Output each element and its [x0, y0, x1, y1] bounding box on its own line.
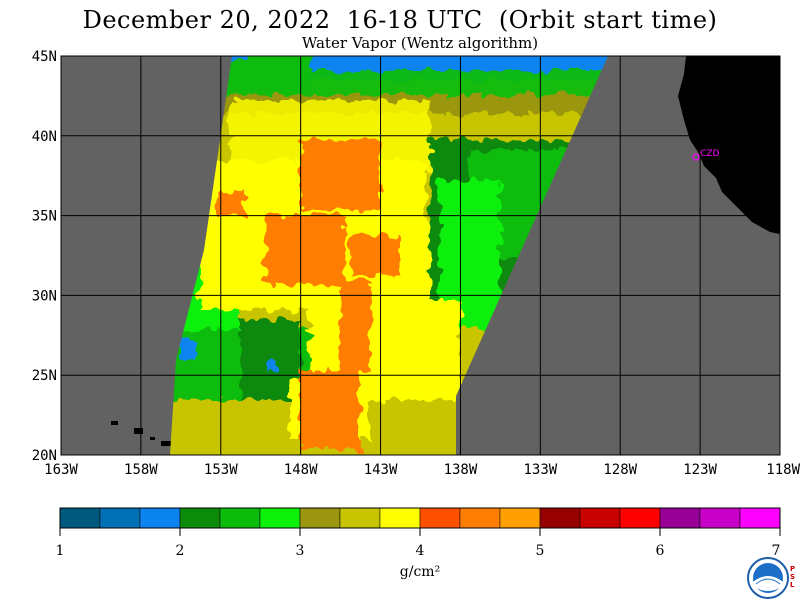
lon-tick-label: 118W	[766, 462, 800, 478]
lon-tick-label: 158W	[124, 462, 158, 478]
lat-tick-label: 40N	[32, 129, 57, 145]
station-label: CZD	[700, 149, 719, 159]
swath-data	[170, 56, 608, 455]
map-subtitle: Water Vapor (Wentz algorithm)	[301, 34, 539, 52]
lon-tick-label: 143W	[364, 462, 398, 478]
noaa-logo	[747, 557, 789, 599]
lat-tick-label: 20N	[32, 448, 57, 464]
lon-tick-label: 163W	[44, 462, 78, 478]
lat-tick-label: 30N	[32, 288, 57, 304]
lon-tick-label: 153W	[204, 462, 238, 478]
lon-tick-label: 138W	[444, 462, 478, 478]
map-title: December 20, 2022 16-18 UTC (Orbit start…	[82, 6, 718, 34]
lon-tick-label: 128W	[603, 462, 637, 478]
lat-tick-label: 25N	[32, 368, 57, 384]
lat-tick-label: 35N	[32, 209, 57, 225]
lon-tick-label: 133W	[523, 462, 557, 478]
land-california	[678, 56, 780, 234]
map-frame	[60, 55, 781, 456]
lon-tick-label: 123W	[683, 462, 717, 478]
station-marker	[692, 153, 700, 161]
map-graticule	[61, 56, 780, 455]
lat-tick-label: 45N	[32, 49, 57, 65]
lon-tick-label: 148W	[284, 462, 318, 478]
